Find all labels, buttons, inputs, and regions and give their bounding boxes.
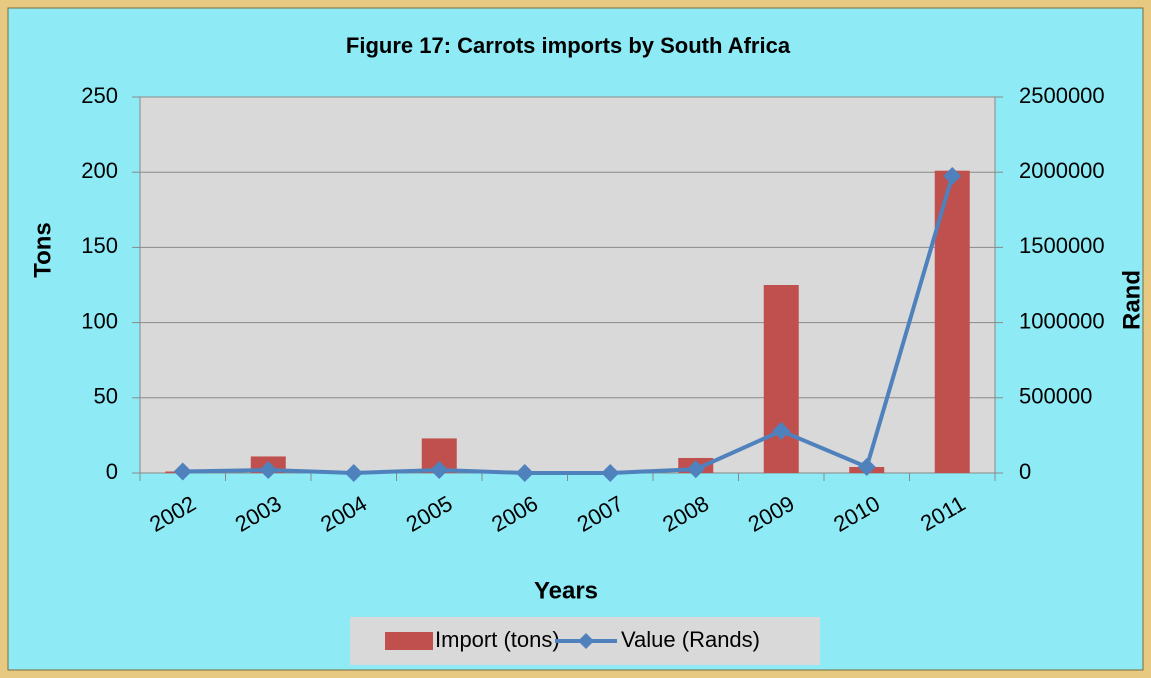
y-tick-label: 250 (81, 83, 118, 108)
chart-title: Figure 17: Carrots imports by South Afri… (346, 33, 791, 58)
y2-tick-label: 0 (1019, 459, 1031, 484)
y-tick-label: 200 (81, 158, 118, 183)
legend-marker (578, 633, 594, 649)
x-axis-title: Years (534, 577, 598, 604)
marker (515, 464, 534, 482)
y-tick-label: 50 (94, 384, 118, 409)
y-tick-label: 0 (106, 459, 118, 484)
y2-tick-label: 1500000 (1019, 233, 1105, 258)
legend-label: Import (tons) (435, 627, 560, 652)
marker (259, 460, 278, 479)
marker (430, 460, 449, 479)
y2-axis-title: Rand (1118, 270, 1145, 330)
marker (686, 460, 705, 479)
marker (772, 421, 791, 440)
marker (173, 462, 192, 481)
y2-tick-label: 500000 (1019, 384, 1092, 409)
line (182, 175, 955, 476)
marker (943, 166, 962, 185)
y-axis-title: Tons (29, 222, 56, 278)
bar (763, 285, 799, 473)
legend-label: Value (Rands) (621, 627, 760, 652)
marker (344, 464, 363, 482)
y-tick-label: 150 (81, 233, 118, 258)
legend-swatch (385, 632, 433, 650)
marker (857, 457, 876, 476)
y2-tick-label: 2500000 (1019, 83, 1105, 108)
marker (601, 464, 620, 482)
y2-tick-label: 2000000 (1019, 158, 1105, 183)
plot-area (140, 97, 995, 473)
y2-tick-label: 1000000 (1019, 308, 1105, 333)
y-tick-label: 100 (81, 308, 118, 333)
